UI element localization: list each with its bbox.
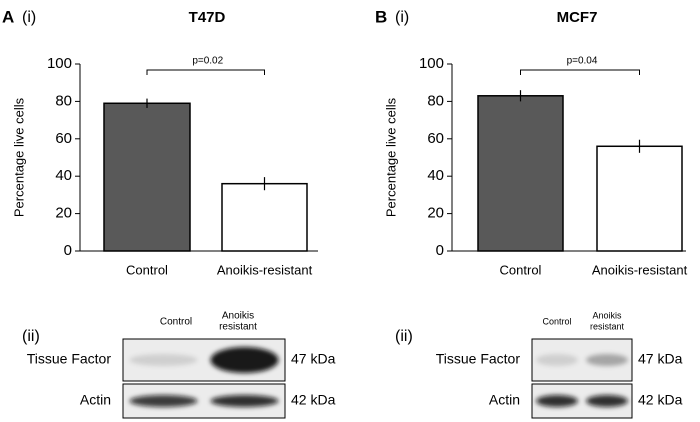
panel-letter: B — [375, 7, 387, 26]
significance-bracket — [146, 69, 265, 75]
y-tick-label: 0 — [436, 242, 444, 259]
y-tick-label: 60 — [427, 130, 444, 147]
y-tick-label: 80 — [427, 92, 444, 109]
blot-size-label: 47 kDa — [638, 351, 683, 367]
blot-row-label: Tissue Factor — [27, 351, 112, 367]
x-tick-label: Anoikis-resistant — [217, 262, 313, 277]
blot-band — [586, 395, 628, 407]
blot-band — [536, 395, 578, 407]
blot-band — [536, 354, 578, 366]
lane-label: resistant — [590, 321, 625, 331]
panel-label: (ii) — [395, 328, 413, 345]
blot-size-label: 47 kDa — [291, 351, 336, 367]
y-tick-label: 20 — [55, 205, 72, 222]
y-tick-label: 40 — [427, 167, 444, 184]
significance-bracket — [520, 69, 640, 75]
x-tick-label: Anoikis-resistant — [592, 262, 688, 277]
chart-title: T47D — [189, 9, 226, 26]
lane-label: resistant — [219, 322, 257, 333]
y-tick-label: 40 — [55, 167, 72, 184]
y-axis-label: Percentage live cells — [383, 97, 398, 217]
bar — [221, 182, 308, 252]
bar — [103, 102, 191, 252]
blot-size-label: 42 kDa — [638, 392, 683, 408]
y-tick-label: 0 — [64, 242, 72, 259]
blot-row-label: Actin — [489, 392, 520, 408]
y-tick-label: 60 — [55, 130, 72, 147]
lane-label: Control — [542, 316, 571, 326]
x-tick-label: Control — [500, 262, 542, 277]
bar — [477, 95, 564, 252]
bar — [596, 145, 683, 252]
lane-label: Anoikis — [592, 310, 622, 320]
blot-band — [129, 395, 198, 407]
lane-label: Control — [160, 317, 192, 328]
panel-letter: A — [2, 7, 14, 26]
x-tick-label: Control — [126, 262, 168, 277]
blot-row-label: Actin — [80, 392, 111, 408]
lane-label: Anoikis — [222, 311, 254, 322]
y-tick-label: 100 — [419, 55, 444, 72]
blot-band — [210, 347, 279, 373]
chart-title: MCF7 — [557, 9, 598, 26]
p-value: p=0.02 — [192, 56, 223, 67]
blot-band — [210, 395, 279, 407]
blot-band — [129, 354, 198, 366]
panel-label: (i) — [395, 9, 409, 26]
y-tick-label: 80 — [55, 92, 72, 109]
y-tick-label: 20 — [427, 205, 444, 222]
blot-band — [586, 354, 628, 366]
blot-row-label: Tissue Factor — [436, 351, 521, 367]
blot-size-label: 42 kDa — [291, 392, 336, 408]
panel-label: (ii) — [22, 328, 40, 345]
p-value: p=0.04 — [567, 56, 598, 67]
panel-label: (i) — [22, 9, 36, 26]
y-axis-label: Percentage live cells — [11, 97, 26, 217]
y-tick-label: 100 — [47, 55, 72, 72]
